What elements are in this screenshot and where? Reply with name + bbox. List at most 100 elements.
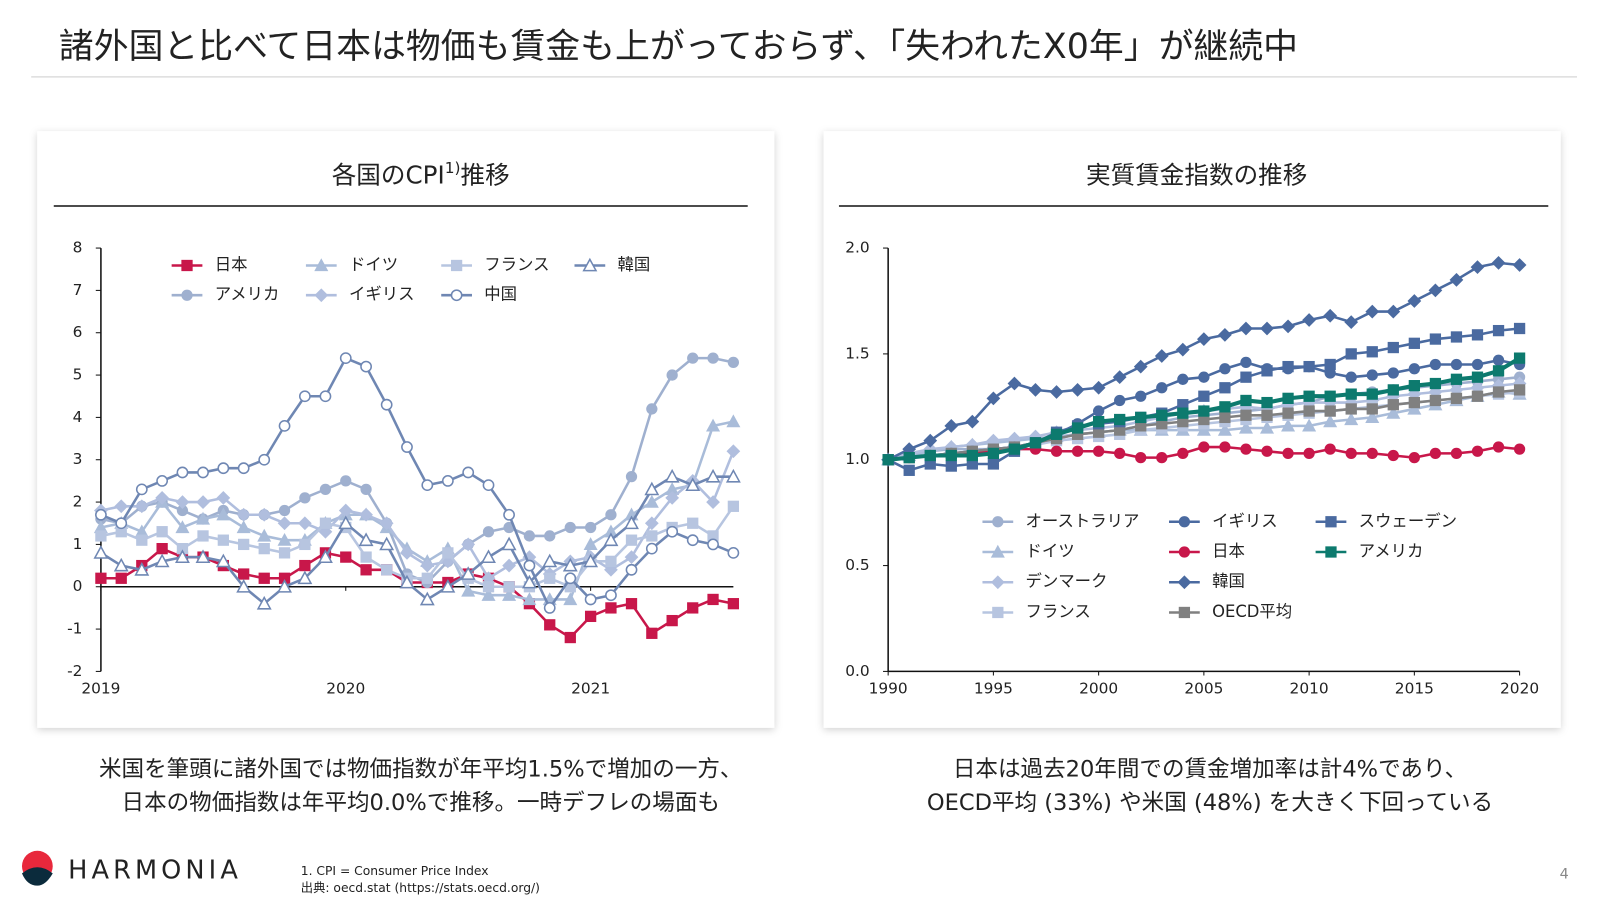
marker <box>584 610 597 623</box>
marker <box>1028 383 1043 397</box>
marker <box>95 572 107 584</box>
legend-label: 中国 <box>484 285 517 304</box>
marker <box>1449 272 1464 287</box>
marker <box>1345 403 1357 415</box>
marker <box>1261 365 1273 377</box>
marker <box>1070 383 1085 397</box>
legend-marker <box>992 516 1004 528</box>
slide-title: 諸外国と比べて日本は物価も賃金も上がっておらず、「失われたX0年」が継続中 <box>59 27 1298 67</box>
marker <box>987 447 1000 460</box>
marker <box>1240 443 1252 455</box>
marker <box>1133 359 1148 374</box>
marker <box>1240 394 1252 407</box>
page-number: 4 <box>1560 866 1569 882</box>
marker <box>175 549 190 564</box>
marker <box>1387 399 1399 411</box>
legend-label: フランス <box>1026 602 1091 621</box>
marker <box>1175 342 1190 357</box>
marker <box>236 507 251 522</box>
marker <box>544 619 556 631</box>
marker <box>625 598 638 610</box>
marker <box>1491 256 1506 270</box>
marker <box>1429 447 1442 460</box>
marker <box>665 490 680 505</box>
marker <box>605 555 617 567</box>
marker <box>1198 405 1210 417</box>
marker <box>1177 373 1189 385</box>
x-tick-label: 2020 <box>1500 679 1539 697</box>
legend-label: アメリカ <box>1359 541 1424 560</box>
marker <box>319 390 332 403</box>
marker <box>726 414 741 428</box>
legend-marker <box>181 289 193 301</box>
marker <box>401 441 413 453</box>
marker <box>360 551 372 563</box>
marker <box>1408 380 1420 392</box>
marker <box>1177 447 1189 460</box>
caption: 日本の物価指数は年平均0.0%で推移。一時デフレの場面も <box>122 790 720 816</box>
marker <box>1219 411 1231 424</box>
marker <box>278 547 291 559</box>
marker <box>319 483 332 496</box>
marker <box>1238 420 1253 434</box>
marker <box>114 499 129 514</box>
legend-label: オーストラリア <box>1026 511 1140 530</box>
marker <box>462 466 475 479</box>
marker <box>966 449 978 462</box>
marker <box>1261 445 1273 457</box>
marker <box>1324 405 1336 417</box>
marker <box>317 549 333 564</box>
marker <box>645 542 658 555</box>
marker <box>1429 358 1442 371</box>
marker <box>1323 308 1338 323</box>
marker <box>1366 369 1378 381</box>
y-tick-label: 7 <box>73 281 83 299</box>
marker <box>440 578 456 593</box>
marker <box>421 572 433 584</box>
marker <box>134 499 149 514</box>
marker <box>1387 449 1399 462</box>
marker <box>603 532 619 547</box>
marker <box>278 419 291 432</box>
marker <box>727 546 740 559</box>
legend-marker <box>1325 516 1337 528</box>
marker <box>687 517 699 529</box>
title-part: 1) <box>445 159 461 177</box>
marker <box>1071 445 1084 457</box>
marker <box>217 462 230 475</box>
marker <box>1071 422 1084 434</box>
marker <box>1260 321 1274 336</box>
legend-marker <box>1325 546 1337 558</box>
legend-marker <box>1178 606 1191 619</box>
marker <box>644 494 659 508</box>
marker <box>725 468 741 483</box>
marker <box>421 479 434 492</box>
marker <box>215 553 231 568</box>
marker <box>1135 411 1147 424</box>
marker <box>1429 333 1442 345</box>
marker <box>1471 390 1484 402</box>
marker <box>277 578 292 593</box>
marker <box>685 477 701 492</box>
marker <box>176 466 189 479</box>
marker <box>666 525 679 538</box>
marker <box>707 538 719 551</box>
marker <box>543 602 556 614</box>
marker <box>1450 358 1463 371</box>
marker <box>1365 304 1380 319</box>
marker <box>1492 324 1505 337</box>
marker <box>1282 360 1294 373</box>
marker <box>502 558 516 573</box>
marker <box>522 592 537 606</box>
marker <box>115 572 127 584</box>
marker <box>563 592 578 606</box>
marker <box>1345 371 1357 383</box>
marker <box>1282 447 1294 460</box>
marker <box>399 574 415 589</box>
marker <box>237 462 250 475</box>
marker <box>338 515 354 530</box>
marker <box>727 356 740 369</box>
marker <box>1240 371 1252 383</box>
marker <box>605 509 617 521</box>
marker <box>319 517 332 529</box>
